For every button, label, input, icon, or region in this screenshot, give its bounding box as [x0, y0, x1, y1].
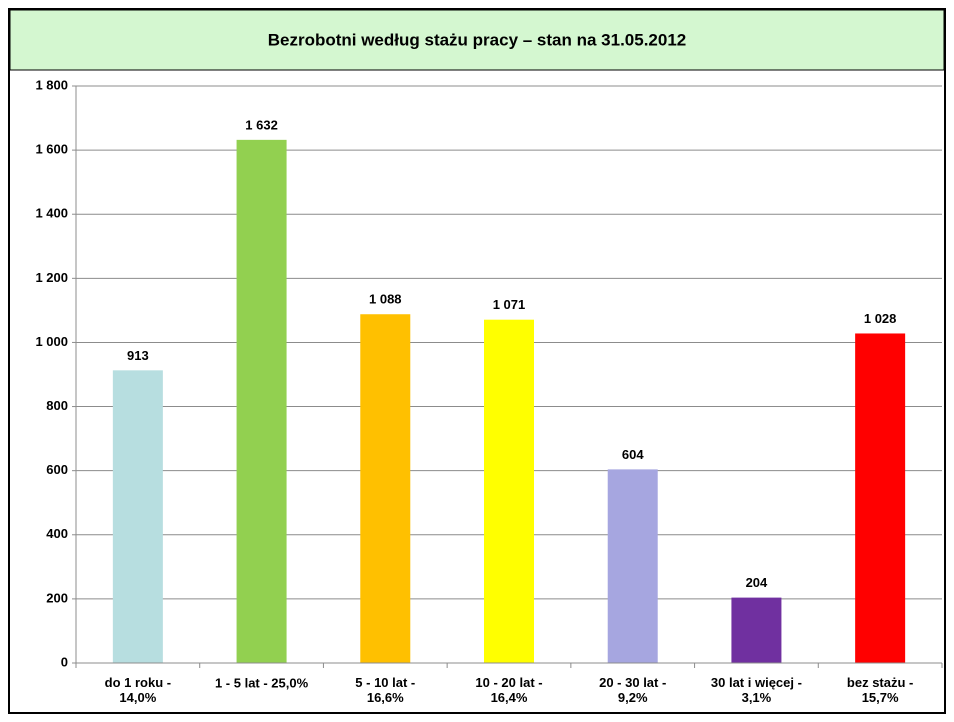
data-label: 604: [622, 447, 644, 462]
y-tick-label: 1 000: [35, 334, 68, 349]
x-tick-label: 1 - 5 lat - 25,0%: [215, 675, 309, 690]
data-label: 913: [127, 348, 149, 363]
x-tick-label: 30 lat i więcej -3,1%: [711, 675, 802, 705]
data-label: 1 088: [369, 292, 402, 307]
frame: [8, 8, 946, 714]
bar: [112, 370, 163, 663]
title-band: [9, 9, 945, 71]
bar: [360, 314, 411, 663]
x-tick-label: 5 - 10 lat -16,6%: [355, 675, 415, 705]
data-label: 1 632: [245, 117, 278, 132]
bar: [607, 469, 658, 663]
x-tick-label: 10 - 20 lat -16,4%: [475, 675, 542, 705]
data-label: 1 071: [493, 297, 526, 312]
y-tick-label: 1 200: [35, 270, 68, 285]
bar: [855, 333, 906, 663]
y-tick-label: 1 600: [35, 142, 68, 157]
y-tick-label: 0: [61, 654, 68, 669]
y-tick-label: 1 800: [35, 77, 68, 92]
x-tick-label: 20 - 30 lat -9,2%: [599, 675, 666, 705]
x-tick-label: do 1 roku -14,0%: [105, 675, 171, 705]
bar: [236, 139, 287, 663]
y-tick-label: 400: [46, 526, 68, 541]
chart-title: Bezrobotni według stażu pracy – stan na …: [268, 30, 687, 49]
y-tick-label: 600: [46, 462, 68, 477]
y-tick-label: 200: [46, 590, 68, 605]
x-tick-label: bez stażu -15,7%: [847, 675, 913, 705]
bar: [731, 597, 782, 663]
data-label: 1 028: [864, 311, 897, 326]
bar: [484, 319, 534, 663]
y-tick-label: 800: [46, 398, 68, 413]
data-label: 204: [746, 575, 768, 590]
y-tick-label: 1 400: [35, 206, 68, 221]
